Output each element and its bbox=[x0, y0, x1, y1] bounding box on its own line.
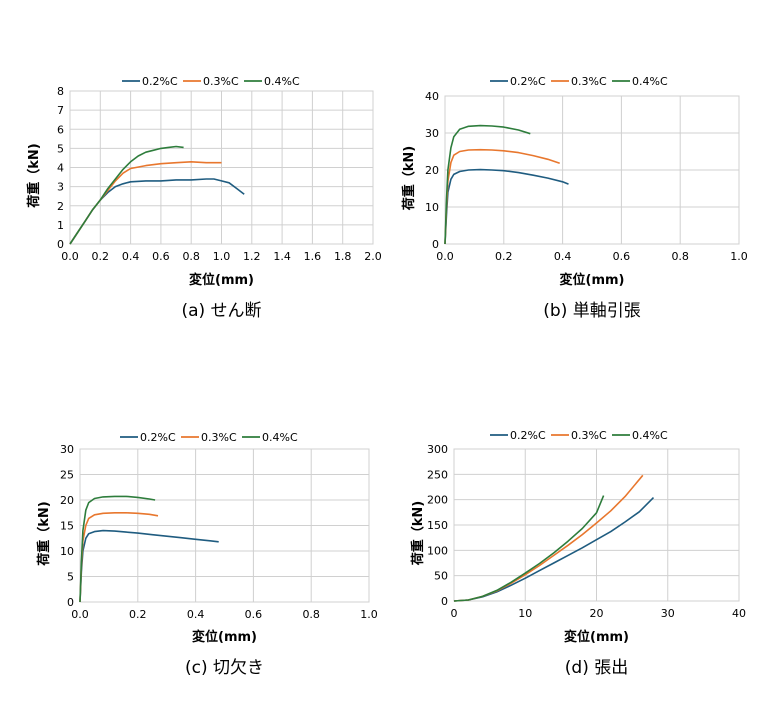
x-tick-label: 1.0 bbox=[213, 250, 231, 263]
y-axis-label: 荷重（kN) bbox=[36, 501, 52, 566]
x-axis-label: 変位(mm) bbox=[192, 629, 257, 645]
y-axis-label: 荷重（kN) bbox=[26, 143, 42, 208]
legend-entry: 0.4%C bbox=[632, 75, 668, 88]
series-line bbox=[444, 168, 569, 245]
x-tick-label: 2.0 bbox=[364, 250, 382, 263]
chart-c: 0 5 10 15 20 25 30 0.0 0.2 0.4 0.6 0.8 1.0 変位(mm) 荷重（k… bbox=[36, 431, 378, 678]
chart-b: 0 10 20 30 40 0.0 0.2 0.4 0.6 0.8 1.0 変位(mm) 荷重（kN) (… bbox=[401, 75, 748, 321]
y-tick-label: 3 bbox=[57, 181, 64, 194]
x-tick-label: 1.0 bbox=[730, 250, 748, 263]
x-tick-label: 0.4 bbox=[554, 250, 572, 263]
y-tick-label: 1 bbox=[57, 219, 64, 232]
x-tick-label: 0.2 bbox=[129, 608, 147, 621]
y-tick-label: 40 bbox=[425, 90, 439, 103]
y-tick-label: 30 bbox=[425, 127, 439, 140]
chart-a: 0 1 2 3 4 5 6 7 8 0.0 0.2 0.4 0.6 0.8 1.0 1.2 1.4 1.6 1.8 2… bbox=[26, 75, 382, 321]
x-tick-label: 0.2 bbox=[92, 250, 110, 263]
series-line bbox=[69, 145, 184, 245]
y-tick-label: 10 bbox=[60, 545, 74, 558]
y-tick-label: 100 bbox=[427, 544, 448, 557]
x-tick-label: 0.2 bbox=[495, 250, 513, 263]
y-tick-label: 7 bbox=[57, 104, 64, 117]
chart-caption: (a) せん断 bbox=[181, 301, 261, 321]
x-tick-label: 0.0 bbox=[61, 250, 79, 263]
chart-caption: (d) 張出 bbox=[565, 658, 628, 678]
y-tick-label: 0 bbox=[57, 238, 64, 251]
x-tick-label: 30 bbox=[661, 607, 675, 620]
y-tick-label: 2 bbox=[57, 200, 64, 213]
legend-entry: 0.2%C bbox=[140, 431, 176, 444]
y-tick-label: 150 bbox=[427, 519, 448, 532]
y-tick-label: 0 bbox=[67, 596, 74, 609]
series-line bbox=[79, 529, 219, 603]
y-tick-label: 50 bbox=[434, 570, 448, 583]
y-tick-label: 8 bbox=[57, 85, 64, 98]
x-tick-label: 40 bbox=[732, 607, 746, 620]
y-tick-label: 4 bbox=[57, 162, 64, 175]
y-tick-label: 5 bbox=[67, 571, 74, 584]
y-tick-label: 20 bbox=[60, 494, 74, 507]
x-tick-label: 0.6 bbox=[245, 608, 263, 621]
x-tick-label: 0.6 bbox=[613, 250, 631, 263]
x-tick-label: 0 bbox=[451, 607, 458, 620]
y-axis-label: 荷重（kN) bbox=[401, 146, 417, 211]
y-tick-label: 10 bbox=[425, 201, 439, 214]
legend-entry: 0.4%C bbox=[264, 75, 300, 88]
chart-caption: (b) 単軸引張 bbox=[543, 301, 640, 321]
legend-entry: 0.4%C bbox=[262, 431, 298, 444]
y-tick-label: 0 bbox=[432, 238, 439, 251]
legend-entry: 0.3%C bbox=[571, 75, 607, 88]
y-tick-label: 6 bbox=[57, 123, 64, 136]
x-tick-label: 0.8 bbox=[671, 250, 689, 263]
y-tick-label: 300 bbox=[427, 443, 448, 456]
legend-entry: 0.3%C bbox=[203, 75, 239, 88]
x-tick-label: 0.0 bbox=[436, 250, 454, 263]
y-axis-label: 荷重（kN) bbox=[410, 501, 426, 566]
x-tick-label: 0.8 bbox=[302, 608, 320, 621]
y-tick-label: 5 bbox=[57, 142, 64, 155]
legend-entry: 0.2%C bbox=[510, 75, 546, 88]
chart-d: 0 50 100 150 200 250 300 0 10 20 30 40 変位(mm) 荷重（kN) (… bbox=[410, 429, 746, 678]
x-tick-label: 1.8 bbox=[334, 250, 352, 263]
legend-entry: 0.4%C bbox=[632, 429, 668, 442]
x-axis-label: 変位(mm) bbox=[560, 272, 625, 288]
legend-entry: 0.2%C bbox=[510, 429, 546, 442]
x-tick-label: 1.6 bbox=[304, 250, 322, 263]
x-tick-label: 0.8 bbox=[182, 250, 200, 263]
y-tick-label: 0 bbox=[441, 595, 448, 608]
x-tick-label: 1.2 bbox=[243, 250, 261, 263]
x-axis-label: 変位(mm) bbox=[564, 629, 629, 645]
y-tick-label: 20 bbox=[425, 164, 439, 177]
series-line bbox=[79, 495, 156, 603]
legend-entry: 0.2%C bbox=[142, 75, 178, 88]
x-tick-label: 10 bbox=[518, 607, 532, 620]
chart-caption: (c) 切欠き bbox=[185, 658, 264, 678]
y-tick-label: 200 bbox=[427, 494, 448, 507]
legend-entry: 0.3%C bbox=[201, 431, 237, 444]
y-tick-label: 15 bbox=[60, 520, 74, 533]
series-line bbox=[444, 124, 531, 245]
x-tick-label: 1.0 bbox=[360, 608, 378, 621]
legend-entry: 0.3%C bbox=[571, 429, 607, 442]
y-tick-label: 30 bbox=[60, 443, 74, 456]
x-axis-label: 変位(mm) bbox=[189, 272, 254, 288]
x-tick-label: 1.4 bbox=[273, 250, 291, 263]
y-tick-label: 250 bbox=[427, 468, 448, 481]
series-line bbox=[453, 495, 605, 602]
x-tick-label: 0.4 bbox=[122, 250, 140, 263]
x-tick-label: 0.6 bbox=[152, 250, 170, 263]
x-tick-label: 0.0 bbox=[71, 608, 89, 621]
y-tick-label: 25 bbox=[60, 469, 74, 482]
series-line bbox=[444, 148, 560, 245]
x-tick-label: 20 bbox=[590, 607, 604, 620]
x-tick-label: 0.4 bbox=[187, 608, 205, 621]
